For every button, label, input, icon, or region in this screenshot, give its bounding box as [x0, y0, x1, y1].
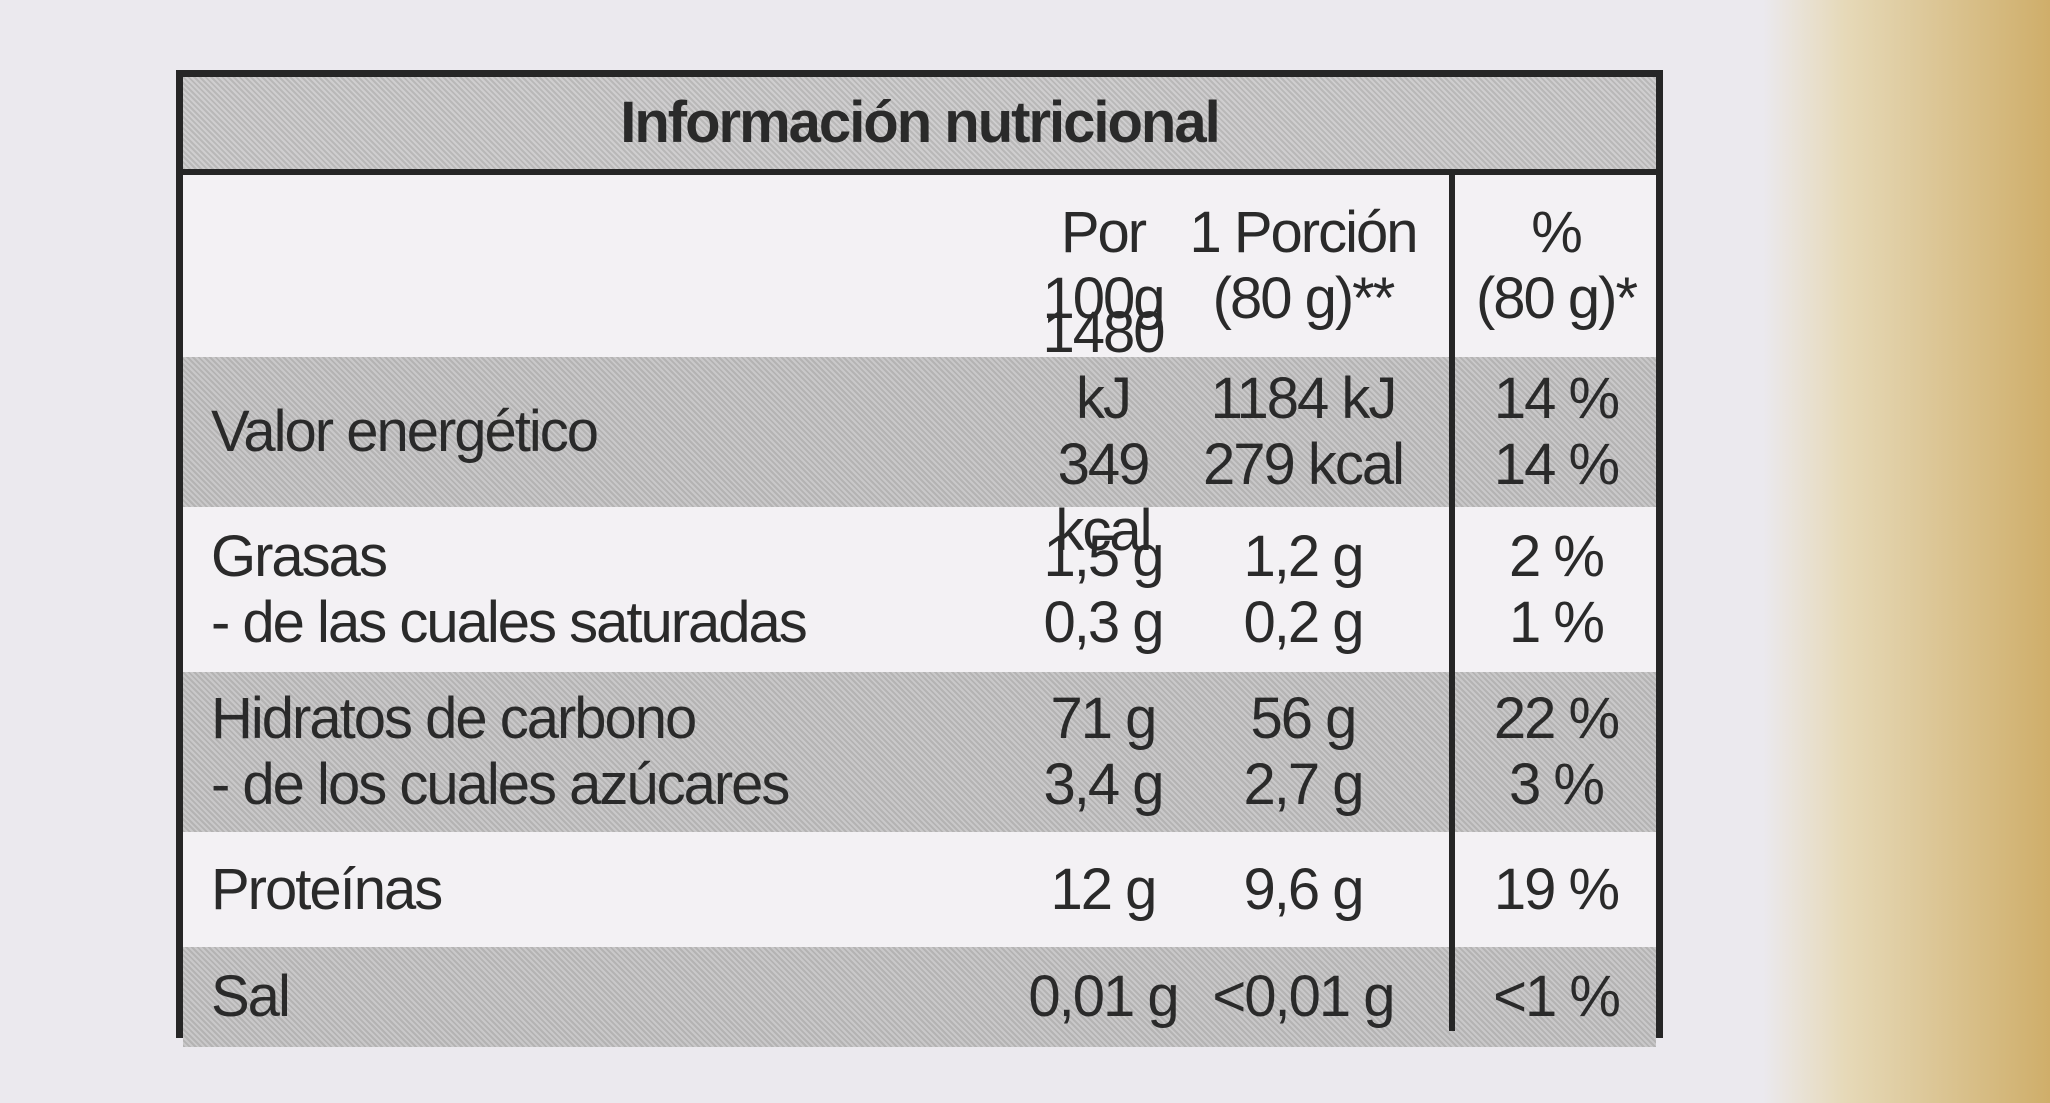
nutrient-value-line: 1,2 g [1243, 523, 1365, 589]
column-header: 1 Porción (80 g)** [1183, 175, 1423, 357]
nutrient-value: 56 g 2,7 g [1183, 672, 1423, 832]
nutrient-value-line: 0,01 g [1028, 964, 1179, 1029]
column-header: Por 100g [1013, 175, 1193, 357]
nutrient-name-line: - de las cuales saturadas [211, 589, 808, 655]
nutrient-name-line: Proteínas [211, 856, 443, 922]
nutrient-value-line: 1184 kJ [1210, 366, 1398, 431]
nutrient-value-line: 56 g [1250, 686, 1358, 751]
nutrient-value: 0,01 g [1013, 947, 1193, 1047]
nutrient-value: 22 % 3 % [1449, 672, 1663, 832]
nutrient-value-line: 14 % [1493, 432, 1620, 497]
nutrient-value-line: 2,7 g [1243, 752, 1365, 817]
nutrient-value-line: 9,6 g [1243, 856, 1365, 922]
nutrient-value-line: 12 g [1050, 856, 1158, 922]
nutrient-row: Sal 0,01 g <0,01 g <1 % [183, 947, 1656, 1047]
nutrient-value: 1184 kJ 279 kcal [1183, 357, 1423, 507]
nutrient-value-line: <1 % [1493, 964, 1621, 1029]
nutrient-value: 12 g [1013, 832, 1193, 947]
nutrient-value-line: 349 kcal [1055, 432, 1152, 563]
nutrient-row: Proteínas 12 g 9,6 g 19 % [183, 832, 1656, 947]
nutrient-value-line: 0,3 g [1043, 589, 1165, 655]
nutrient-name: Valor energético [211, 357, 599, 507]
nutrient-value: 19 % [1449, 832, 1663, 947]
nutrient-value-line: 0,2 g [1243, 589, 1365, 655]
nutrient-value: 1480 kJ 349 kcal [1013, 300, 1193, 563]
nutrient-name-line: Valor energético [211, 399, 599, 464]
column-header-line: (80 g)** [1212, 266, 1396, 331]
nutrient-value: 71 g 3,4 g [1013, 672, 1193, 832]
nutrient-value: 1,5 g 0,3 g [1013, 507, 1193, 672]
column-header-line: 100g [1042, 266, 1165, 331]
nutrient-name-line: - de los cuales azúcares [211, 752, 790, 817]
nutrient-value-line: <0,01 g [1212, 964, 1395, 1029]
nutrient-value: 2 % 1 % [1449, 507, 1663, 672]
nutrient-name-line: Hidratos de carbono [211, 686, 697, 751]
column-header-line: Por [1060, 200, 1147, 265]
nutrient-name: Grasas - de las cuales saturadas [211, 507, 808, 672]
nutrient-value-line: 1,5 g [1043, 523, 1165, 589]
nutrient-name-line: Grasas [211, 523, 388, 589]
nutrient-value-line: 14 % [1493, 366, 1620, 431]
nutrient-row: Valor energético 1480 kJ 349 kcal 1184 kJ 27… [183, 300, 1656, 563]
nutrient-value-line: 22 % [1493, 686, 1620, 751]
column-header-line: 1 Porción [1189, 200, 1418, 265]
nutrient-value-line: 1480 kJ [1042, 300, 1165, 431]
nutrient-value: 1,2 g 0,2 g [1183, 507, 1423, 672]
nutrient-row: Hidratos de carbono - de los cuales azúca… [183, 672, 1656, 832]
nutrition-table: Información nutricional Por 100g 1 Porción… [176, 70, 1663, 1047]
nutrient-value-line: 19 % [1493, 856, 1620, 922]
nutrient-name: Sal [211, 947, 291, 1047]
header-row: Por 100g 1 Porción (80 g)**% (80 g)* [183, 175, 1656, 357]
nutrient-name: Hidratos de carbono - de los cuales azúca… [211, 672, 790, 832]
nutrient-value-line: 3 % [1509, 752, 1605, 817]
column-header-line: (80 g)* [1475, 266, 1638, 331]
nutrient-value-line: 3,4 g [1043, 752, 1165, 817]
nutrient-value: <1 % [1449, 947, 1663, 1047]
column-header-line: % [1531, 200, 1583, 265]
column-divider [1449, 175, 1455, 1031]
nutrient-value: 9,6 g [1183, 832, 1423, 947]
nutrient-name-line: Sal [211, 964, 291, 1029]
nutrient-value: 14 % 14 % [1449, 357, 1663, 507]
nutrient-value-line: 279 kcal [1202, 432, 1405, 497]
nutrient-value-line: 1 % [1509, 589, 1605, 655]
rows: Por 100g 1 Porción (80 g)**% (80 g)* Valor en… [183, 175, 1656, 1047]
column-header: % (80 g)* [1449, 175, 1663, 357]
table-title: Información nutricional [183, 77, 1656, 175]
nutrient-name: Proteínas [211, 832, 443, 947]
nutrient-value-line: 2 % [1509, 523, 1605, 589]
nutrient-value: <0,01 g [1183, 947, 1423, 1047]
nutrient-value-line: 71 g [1050, 686, 1158, 751]
nutrient-row: Grasas - de las cuales saturadas 1,5 g 0,3 … [183, 507, 1656, 672]
